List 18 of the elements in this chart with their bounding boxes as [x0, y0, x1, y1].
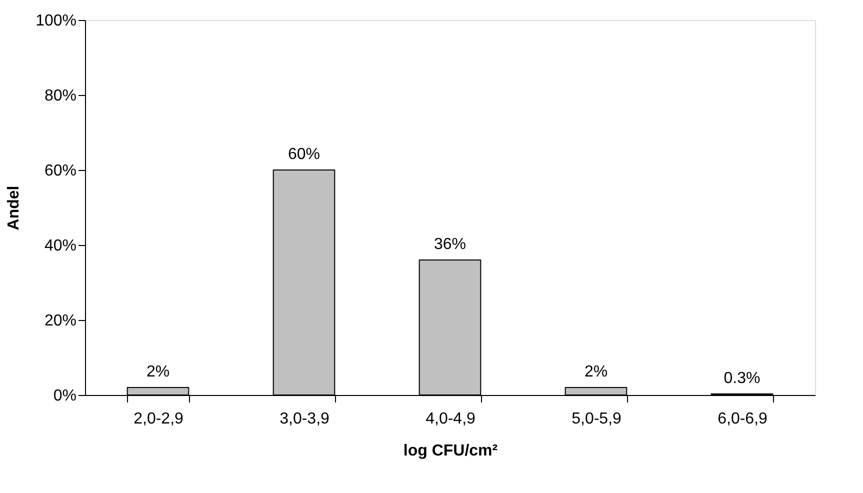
- data-label: 2%: [146, 364, 170, 380]
- data-label: 2%: [584, 364, 608, 380]
- x-axis-title: log CFU/cm²: [403, 442, 498, 460]
- y-tick-label: 80%: [44, 88, 76, 104]
- x-tick-label: 2,0-2,9: [134, 410, 184, 428]
- x-tick-label: 3,0-3,9: [280, 410, 330, 428]
- y-tick-label: 100%: [36, 12, 76, 30]
- y-tick-label: 60%: [44, 162, 76, 180]
- x-tick-label: 4,0-4,9: [426, 410, 476, 428]
- data-label: 36%: [434, 236, 466, 253]
- x-tick-label: 6,0-6,9: [718, 410, 768, 428]
- y-tick-label: 0%: [53, 388, 76, 404]
- x-tick-label: 5,0-5,9: [572, 410, 622, 428]
- y-axis-title: Andel: [6, 186, 23, 230]
- data-label: 60%: [288, 146, 320, 163]
- y-tick-label: 20%: [44, 312, 76, 330]
- y-tick-label: 40%: [44, 238, 76, 254]
- data-label: 0.3%: [724, 370, 760, 387]
